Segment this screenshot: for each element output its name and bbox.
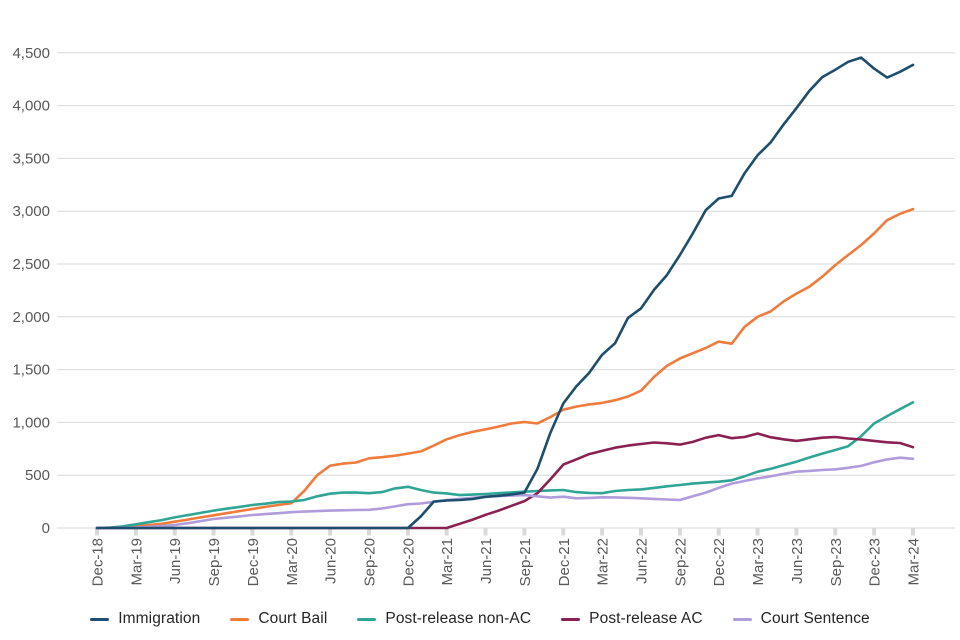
- x-tick-Mar-20: [289, 528, 294, 536]
- legend-dash-icon-post-release-ac: [561, 617, 581, 621]
- x-tick-Jun-20: [328, 528, 333, 536]
- x-axis-label-Sep-19: Sep-19: [206, 538, 223, 586]
- y-axis-label-4000: 4,000: [12, 98, 50, 115]
- x-tick-Jun-21: [483, 528, 488, 536]
- legend-dash-icon-post-release-non-ac: [357, 617, 377, 621]
- y-axis-label-2500: 2,500: [12, 256, 50, 273]
- x-axis-label-Sep-23: Sep-23: [828, 538, 845, 586]
- x-axis-label-Dec-20: Dec-20: [400, 538, 417, 586]
- y-axis-label-1000: 1,000: [12, 414, 50, 431]
- y-axis-label-2000: 2,000: [12, 309, 50, 326]
- legend-item-immigration[interactable]: Immigration: [90, 610, 200, 628]
- x-tick-Mar-23: [755, 528, 760, 536]
- x-axis-label-Sep-20: Sep-20: [362, 538, 379, 586]
- x-axis-label-Sep-21: Sep-21: [517, 538, 534, 586]
- x-tick-Mar-24: [911, 528, 915, 536]
- x-tick-Sep-20: [367, 528, 371, 536]
- line-chart-svg: 0 500 1,000 1,500 2,000 2,500 3,000 3,500 4,000 4…: [12, 45, 955, 586]
- x-axis-label-Mar-21: Mar-21: [439, 538, 456, 586]
- x-tick-Mar-22: [600, 528, 605, 536]
- legend-label-court-sentence: Court Sentence: [760, 610, 870, 627]
- x-axis-label-Mar-19: Mar-19: [128, 538, 145, 586]
- y-axis-label-3500: 3,500: [12, 150, 50, 167]
- legend-item-court-bail[interactable]: Court Bail: [230, 610, 327, 628]
- x-axis-label-Jun-22: Jun-22: [634, 538, 651, 584]
- x-tick-Sep-23: [833, 528, 838, 536]
- x-tick-Dec-19: [250, 528, 255, 536]
- x-axis-label-Dec-21: Dec-21: [556, 538, 573, 586]
- legend-dash-icon-immigration: [90, 617, 110, 621]
- chart-legend: Immigration Court Bail Post-release non-AC…: [0, 598, 960, 640]
- x-axis-label-Dec-23: Dec-23: [867, 538, 884, 586]
- x-axis-label-Dec-18: Dec-18: [90, 538, 107, 586]
- line-chart: 0 500 1,000 1,500 2,000 2,500 3,000 3,500 4,000 4…: [12, 45, 955, 586]
- x-tick-Sep-22: [677, 528, 682, 536]
- y-axis-label-4500: 4,500: [12, 45, 50, 62]
- y-axis-label-500: 500: [25, 467, 50, 484]
- x-tick-Sep-21: [522, 528, 527, 536]
- legend-item-post-release-ac[interactable]: Post-release AC: [561, 610, 703, 628]
- legend-item-court-sentence[interactable]: Court Sentence: [732, 610, 870, 628]
- legend-item-post-release-non-ac[interactable]: Post-release non-AC: [357, 610, 531, 628]
- legend-dash-icon-court-sentence: [732, 617, 752, 621]
- x-tick-Jun-23: [794, 528, 799, 536]
- x-tick-Dec-21: [561, 528, 566, 536]
- x-axis-label-Jun-23: Jun-23: [789, 538, 806, 584]
- legend-label-post-release-ac: Post-release AC: [589, 610, 703, 627]
- x-tick-Mar-19: [133, 528, 138, 536]
- x-tick-Jun-19: [172, 528, 177, 536]
- x-axis-label-Mar-24: Mar-24: [906, 538, 923, 586]
- legend-dash-icon-court-bail: [230, 617, 250, 621]
- x-tick-Dec-20: [405, 528, 410, 536]
- x-tick-Dec-22: [716, 528, 721, 536]
- x-axis-label-Jun-19: Jun-19: [167, 538, 184, 584]
- legend-label-immigration: Immigration: [118, 610, 201, 627]
- x-axis-label-Mar-23: Mar-23: [750, 538, 767, 586]
- x-axis-label-Jun-21: Jun-21: [478, 538, 495, 584]
- x-tick-Sep-19: [211, 528, 216, 536]
- x-axis-label-Mar-22: Mar-22: [595, 538, 612, 586]
- legend-label-court-bail: Court Bail: [258, 610, 328, 627]
- series-line-court-bail: [95, 207, 915, 530]
- x-axis-label-Dec-22: Dec-22: [711, 538, 728, 586]
- y-axis-label-1500: 1,500: [12, 362, 50, 379]
- series-line-post-release-non-ac: [95, 400, 915, 530]
- x-axis-label-Dec-19: Dec-19: [245, 538, 262, 586]
- series-line-immigration: [95, 56, 915, 530]
- y-axis-label-3000: 3,000: [12, 203, 50, 220]
- x-axis-label-Jun-20: Jun-20: [323, 538, 340, 584]
- x-axis-label-Sep-22: Sep-22: [672, 538, 689, 586]
- x-tick-Mar-21: [444, 528, 449, 536]
- x-tick-Dec-18: [95, 528, 99, 536]
- legend-label-post-release-non-ac: Post-release non-AC: [385, 610, 532, 627]
- x-tick-Dec-23: [872, 528, 877, 536]
- x-axis-label-Mar-20: Mar-20: [284, 538, 301, 586]
- x-tick-Jun-22: [639, 528, 643, 536]
- y-axis-label-0: 0: [42, 520, 50, 537]
